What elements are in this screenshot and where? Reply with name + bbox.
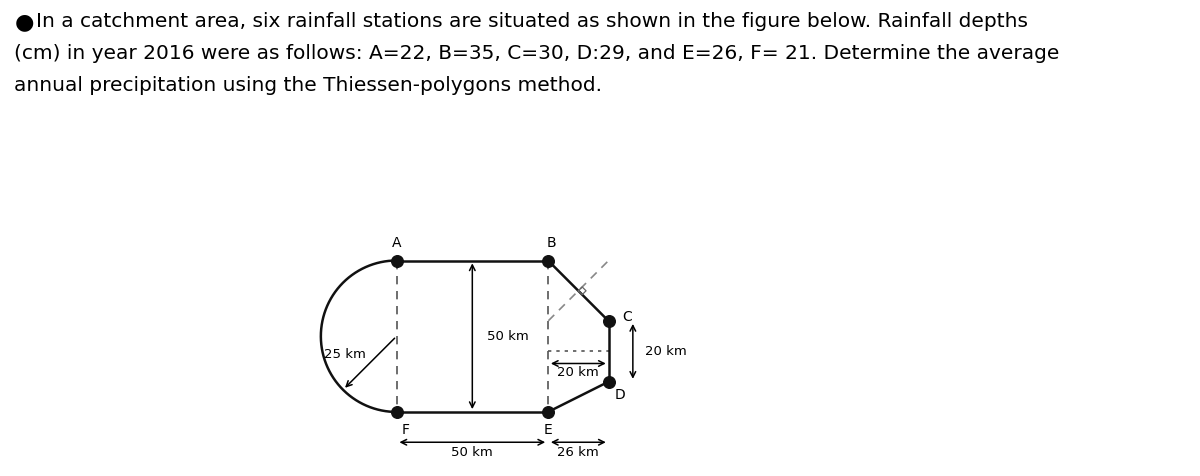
Text: A: A [392,236,401,250]
Text: In a catchment area, six rainfall stations are situated as shown in the figure b: In a catchment area, six rainfall statio… [36,12,1028,31]
Text: (cm) in year 2016 were as follows: A=22, B=35, C=30, D:29, and E=26, F= 21. Dete: (cm) in year 2016 were as follows: A=22,… [14,44,1060,63]
Text: C: C [623,309,632,324]
Text: 26 km: 26 km [558,446,599,459]
Text: 25 km: 25 km [324,348,366,361]
Text: B: B [546,236,556,250]
Text: F: F [402,423,409,436]
Point [386,408,406,416]
Text: annual precipitation using the Thiessen-polygons method.: annual precipitation using the Thiessen-… [14,76,602,95]
Point [599,317,618,325]
Point [539,257,558,264]
Text: 20 km: 20 km [558,366,599,379]
Text: 50 km: 50 km [487,330,529,343]
Point [599,378,618,386]
Text: 20 km: 20 km [644,345,686,358]
Text: E: E [544,423,552,436]
Text: D: D [614,388,625,402]
Point [386,257,406,264]
Text: 50 km: 50 km [451,446,493,459]
Point [539,408,558,416]
Text: ●: ● [14,12,34,32]
